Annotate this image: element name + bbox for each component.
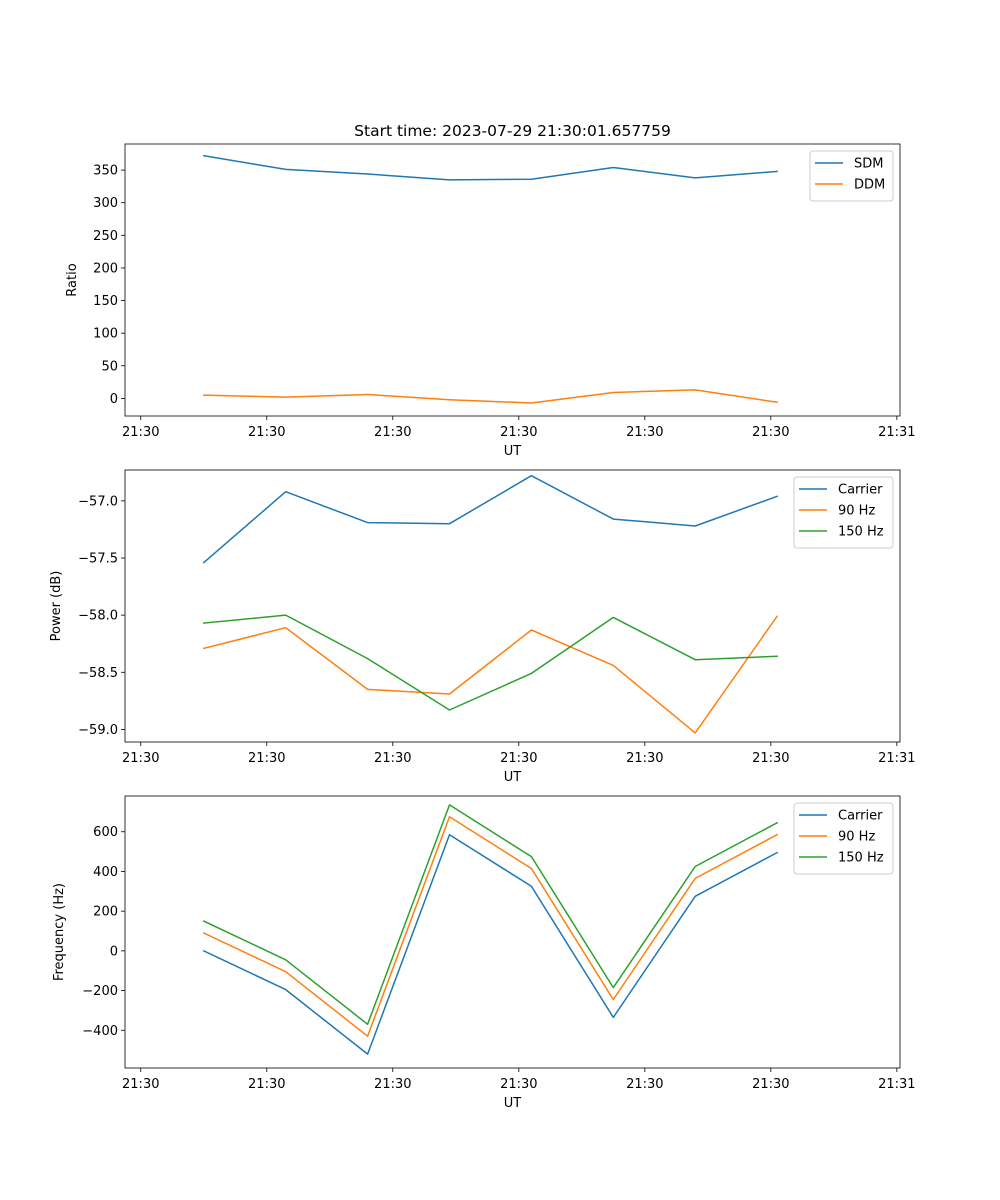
x-axis-label-0: UT [504, 444, 522, 459]
legend-label-2-1: 90 Hz [838, 830, 875, 845]
x-tick-label-2-6: 21:31 [878, 1077, 915, 1092]
x-tick-label-0-6: 21:31 [878, 425, 915, 440]
y-tick-label-2-2: 0 [110, 944, 118, 959]
x-tick-label-2-4: 21:30 [626, 1077, 663, 1092]
x-tick-label-2-1: 21:30 [248, 1077, 285, 1092]
series-line-0-1 [203, 389, 778, 404]
y-tick-label-0-7: 350 [93, 164, 118, 179]
y-tick-label-2-5: 600 [93, 825, 118, 840]
y-tick-label-2-3: 200 [93, 905, 118, 920]
x-tick-label-2-0: 21:30 [122, 1077, 159, 1092]
x-tick-label-1-0: 21:30 [122, 751, 159, 766]
x-tick-label-0-5: 21:30 [752, 425, 789, 440]
x-tick-label-2-2: 21:30 [374, 1077, 411, 1092]
x-tick-label-0-3: 21:30 [500, 425, 537, 440]
series-line-0-0 [202, 154, 778, 181]
y-tick-label-2-4: 400 [93, 865, 118, 880]
y-tick-label-1-3: −57.5 [78, 552, 118, 567]
legend-label-1-0: Carrier [838, 483, 883, 498]
x-axis-label-2: UT [504, 1096, 522, 1111]
axes-frame-2 [124, 795, 901, 1069]
legend-label-2-2: 150 Hz [838, 851, 884, 866]
y-tick-label-1-2: −58.0 [78, 609, 118, 624]
y-tick-label-0-3: 150 [93, 294, 118, 309]
y-axis-label-1: Power (dB) [49, 571, 64, 642]
series-line-1-0 [202, 474, 779, 564]
series-line-2-2 [202, 804, 779, 1026]
axes-frame-0 [124, 143, 901, 417]
y-tick-label-2-1: −200 [82, 984, 118, 999]
x-tick-label-1-4: 21:30 [626, 751, 663, 766]
y-axis-label-0: Ratio [65, 263, 80, 296]
series-line-1-2 [202, 614, 778, 711]
y-tick-label-1-1: −58.5 [78, 666, 118, 681]
x-tick-label-1-3: 21:30 [500, 751, 537, 766]
x-tick-label-2-3: 21:30 [500, 1077, 537, 1092]
x-tick-label-1-6: 21:31 [878, 751, 915, 766]
y-axis-label-2: Frequency (Hz) [52, 883, 67, 981]
legend-label-1-1: 90 Hz [838, 504, 875, 519]
legend-label-0-1: DDM [854, 178, 885, 193]
x-tick-label-2-5: 21:30 [752, 1077, 789, 1092]
y-tick-label-0-4: 200 [93, 261, 118, 276]
series-line-2-1 [202, 816, 779, 1037]
legend-label-1-2: 150 Hz [838, 525, 884, 540]
y-tick-label-0-0: 0 [110, 392, 118, 407]
y-tick-label-1-4: −57.0 [78, 494, 118, 509]
series-line-1-1 [202, 615, 779, 734]
y-tick-label-0-2: 100 [93, 327, 118, 342]
x-tick-label-0-0: 21:30 [122, 425, 159, 440]
y-tick-label-0-6: 300 [93, 196, 118, 211]
x-tick-label-0-1: 21:30 [248, 425, 285, 440]
series-line-2-0 [202, 833, 779, 1055]
x-tick-label-1-5: 21:30 [752, 751, 789, 766]
y-tick-label-2-0: −400 [82, 1024, 118, 1039]
y-tick-label-0-1: 50 [101, 359, 118, 374]
x-tick-label-0-4: 21:30 [626, 425, 663, 440]
x-tick-label-1-1: 21:30 [248, 751, 285, 766]
legend-label-0-0: SDM [854, 157, 883, 172]
axes-frame-1 [124, 469, 901, 743]
x-tick-label-1-2: 21:30 [374, 751, 411, 766]
y-tick-label-0-5: 250 [93, 229, 118, 244]
x-axis-label-1: UT [504, 770, 522, 785]
x-tick-label-0-2: 21:30 [374, 425, 411, 440]
y-tick-label-1-0: −59.0 [78, 723, 118, 738]
legend-label-2-0: Carrier [838, 809, 883, 824]
chart-title-0: Start time: 2023-07-29 21:30:01.657759 [354, 122, 671, 140]
